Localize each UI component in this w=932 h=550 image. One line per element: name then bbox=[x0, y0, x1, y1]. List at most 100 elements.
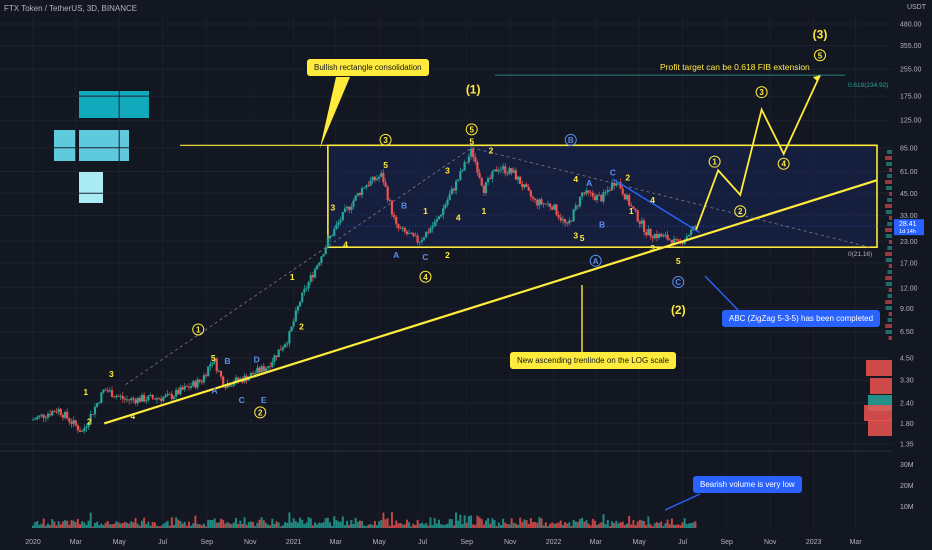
candle-body bbox=[296, 306, 300, 311]
volume-profile-tick bbox=[887, 174, 892, 178]
wave-label: 3 bbox=[759, 88, 764, 97]
volume-bar bbox=[643, 521, 646, 528]
volume-bar bbox=[356, 521, 359, 528]
projection-arrowhead bbox=[813, 75, 821, 82]
volume-profile-tick bbox=[889, 216, 892, 220]
volume-bar bbox=[549, 523, 552, 528]
candle-body bbox=[343, 208, 347, 212]
wave-label-circle bbox=[589, 254, 602, 267]
volume-bar bbox=[42, 518, 45, 528]
volume-bar bbox=[230, 524, 233, 528]
volume-bar bbox=[506, 523, 509, 528]
candle-body bbox=[435, 219, 438, 222]
volume-bar bbox=[465, 522, 468, 528]
candle-body bbox=[632, 206, 635, 209]
volume-bar bbox=[647, 516, 650, 528]
grid bbox=[0, 12, 892, 532]
volume-bar bbox=[46, 523, 49, 528]
callout-rectangle-pointer bbox=[320, 77, 350, 148]
volume-bar bbox=[664, 523, 667, 528]
candle-body bbox=[581, 192, 584, 197]
candle-body bbox=[452, 188, 456, 191]
candle-body bbox=[653, 233, 656, 239]
wave-label: C bbox=[239, 395, 245, 405]
volume-bar bbox=[431, 525, 434, 528]
volume-bar bbox=[59, 524, 62, 528]
volume-bar bbox=[111, 524, 114, 528]
volume-bar bbox=[320, 523, 323, 528]
wave-label: 5 bbox=[470, 125, 475, 134]
candle-body bbox=[360, 188, 364, 195]
volume-bar bbox=[437, 519, 440, 528]
candle-body bbox=[510, 168, 513, 173]
volume-bar bbox=[160, 525, 163, 528]
time-tick-label: Jul bbox=[158, 539, 167, 546]
volume-bar bbox=[136, 523, 139, 528]
volume-profile-tick bbox=[885, 228, 892, 232]
wave-label: 5 bbox=[580, 233, 585, 243]
candle-body bbox=[264, 368, 268, 372]
candle-body bbox=[491, 171, 494, 179]
candle-body bbox=[506, 173, 509, 175]
candle-body bbox=[604, 192, 607, 193]
candle-body bbox=[175, 389, 178, 397]
logo-block-mid-left bbox=[54, 130, 76, 161]
volume-bar bbox=[243, 517, 246, 528]
time-tick-label: 2023 bbox=[806, 539, 822, 546]
candle-body bbox=[497, 170, 500, 172]
candle-body bbox=[446, 200, 449, 205]
candle-body bbox=[480, 177, 483, 186]
volume-bar bbox=[504, 522, 507, 528]
wave-label-circle bbox=[465, 123, 478, 136]
wave-label: 3 bbox=[445, 165, 450, 175]
candle-body bbox=[557, 214, 560, 218]
volume-bar bbox=[138, 525, 141, 528]
volume-bar bbox=[390, 512, 393, 528]
volume-bar bbox=[435, 523, 438, 528]
volume-bar bbox=[442, 524, 445, 528]
volume-bar bbox=[352, 524, 355, 528]
volume-bar bbox=[307, 517, 310, 528]
candle-body bbox=[482, 185, 485, 193]
volume-bar bbox=[388, 525, 391, 528]
volume-bar bbox=[89, 512, 92, 528]
candle-body bbox=[326, 238, 329, 248]
price-tick-label: 255.00 bbox=[900, 67, 922, 74]
candle-body bbox=[51, 411, 54, 416]
volume-bar bbox=[115, 521, 118, 528]
volume-bar bbox=[155, 525, 158, 528]
callout-volume-pointer bbox=[664, 493, 701, 511]
time-tick-label: 2020 bbox=[25, 539, 41, 546]
candle-body bbox=[258, 367, 261, 373]
volume-profile-tick bbox=[888, 288, 892, 292]
projection-path bbox=[695, 74, 821, 231]
time-tick-label: Nov bbox=[764, 539, 777, 546]
fib-0-label: 0(21.16) bbox=[848, 251, 872, 258]
candle-body bbox=[636, 210, 639, 222]
candle-body bbox=[309, 275, 312, 282]
wave-label: C bbox=[610, 168, 616, 178]
callout-volume: Bearish volume is very low bbox=[693, 476, 802, 493]
volume-bar bbox=[273, 523, 276, 528]
volume-bars bbox=[32, 512, 697, 528]
volume-bar bbox=[281, 525, 284, 528]
candle-body bbox=[213, 358, 216, 363]
candle-body bbox=[555, 204, 558, 215]
candle-body bbox=[106, 390, 109, 392]
candle-body bbox=[209, 364, 212, 367]
wave-label: 4 bbox=[423, 273, 428, 282]
candle-body bbox=[119, 396, 122, 397]
volume-bar bbox=[166, 520, 169, 528]
volume-bar bbox=[683, 518, 686, 528]
volume-bar bbox=[185, 525, 188, 528]
volume-bar bbox=[534, 521, 537, 528]
candle-body bbox=[333, 228, 336, 236]
volume-bar bbox=[147, 521, 150, 528]
candle-body bbox=[91, 414, 94, 415]
volume-bar bbox=[260, 517, 263, 528]
volume-bar bbox=[81, 521, 84, 528]
volume-bar bbox=[429, 517, 432, 528]
volume-bar bbox=[423, 524, 426, 528]
volume-bar bbox=[72, 520, 75, 528]
